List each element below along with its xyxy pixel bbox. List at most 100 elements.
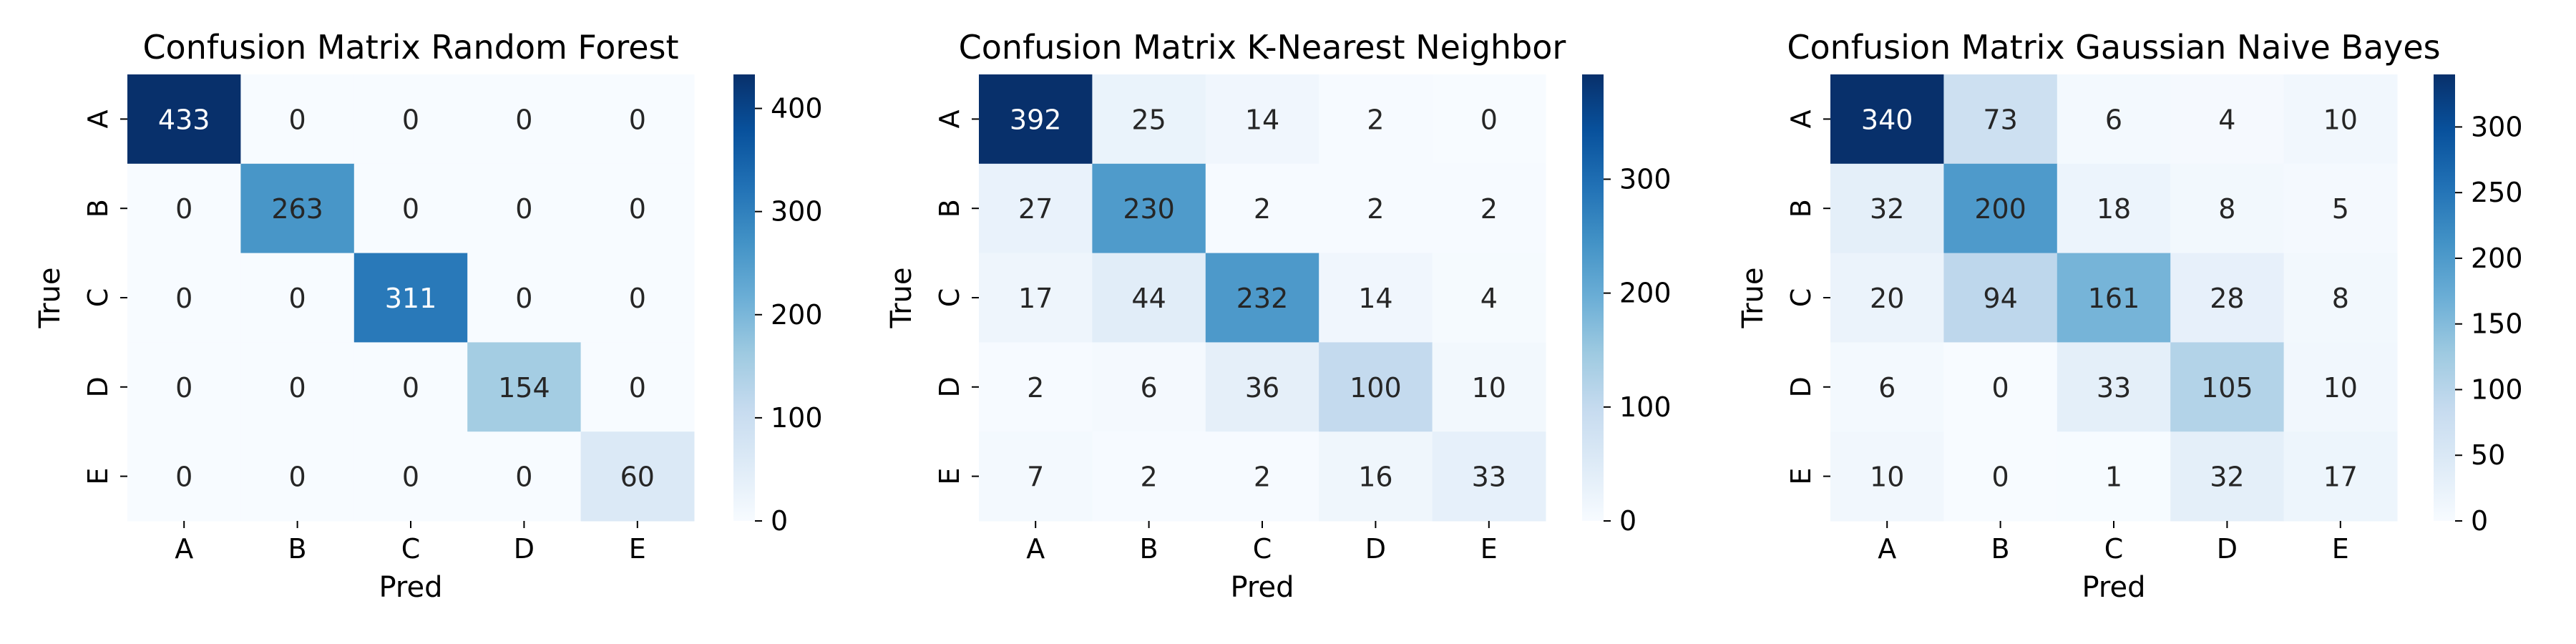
- heatmap-cell: [1943, 253, 2058, 343]
- y-tick-label: A: [1785, 109, 1817, 128]
- x-tick-label: C: [2104, 533, 2124, 565]
- heatmap-cell: [1432, 253, 1546, 343]
- heatmap-cell: [353, 431, 468, 522]
- y-axis-label: True: [885, 268, 918, 329]
- colorbar-tick-label: 100: [1619, 391, 1672, 423]
- x-tick-label: B: [288, 533, 307, 565]
- cell-value-label: 0: [175, 372, 192, 404]
- chart-title: Confusion Matrix K-Nearest Neighbor: [959, 28, 1566, 67]
- heatmap-cell: [1205, 253, 1319, 343]
- cell-value-label: 14: [1245, 104, 1279, 135]
- cell-value-label: 0: [289, 283, 306, 314]
- heatmap-cell: [2170, 253, 2285, 343]
- cell-value-label: 18: [2097, 193, 2131, 225]
- cell-value-label: 0: [289, 372, 306, 404]
- colorbar-tick-label: 50: [2471, 439, 2505, 471]
- chart-title: Confusion Matrix Gaussian Naive Bayes: [1787, 28, 2440, 67]
- cell-value-label: 0: [629, 193, 646, 225]
- y-tick-label: C: [82, 288, 114, 308]
- y-tick-label: C: [1785, 288, 1817, 308]
- cell-value-label: 2: [1254, 193, 1271, 225]
- heatmap-panel-3: Confusion Matrix Gaussian Naive Bayes 340…: [1737, 28, 2523, 604]
- cell-value-label: 0: [175, 283, 192, 314]
- cell-value-label: 6: [1878, 372, 1896, 404]
- y-tick-label: B: [1785, 199, 1817, 218]
- colorbar-tick-label: 300: [1619, 163, 1672, 195]
- cell-value-label: 27: [1018, 193, 1053, 225]
- y-tick-label: B: [934, 199, 965, 218]
- cell-value-label: 73: [1983, 104, 2017, 135]
- heatmap-cell: [127, 342, 241, 432]
- cell-value-label: 2: [1367, 104, 1384, 135]
- heatmap-cell: [240, 74, 355, 165]
- colorbar-tick-label: 100: [771, 402, 823, 434]
- heatmap-cell: [2170, 431, 2285, 522]
- y-tick-label: E: [934, 468, 965, 485]
- x-tick-label: A: [1878, 533, 1896, 565]
- heatmap-cell: [1205, 342, 1319, 432]
- cell-value-label: 0: [175, 462, 192, 493]
- colorbar: [1582, 74, 1604, 521]
- heatmap-cell: [1319, 342, 1433, 432]
- heatmap-cell: [353, 74, 468, 165]
- cell-value-label: 0: [289, 104, 306, 135]
- heatmap-cell: [127, 163, 241, 254]
- y-tick-label: D: [934, 376, 965, 397]
- y-tick-label: E: [82, 468, 114, 485]
- colorbar-tick-label: 250: [2471, 177, 2523, 208]
- cell-value-label: 6: [1141, 372, 1158, 404]
- cell-value-label: 8: [2332, 283, 2349, 314]
- heatmap-cell: [240, 431, 355, 522]
- x-tick-label: B: [1991, 533, 2010, 565]
- heatmap-cell: [2057, 163, 2171, 254]
- heatmap-cell: [353, 163, 468, 254]
- cell-value-label: 0: [629, 372, 646, 404]
- cell-value-label: 6: [2105, 104, 2122, 135]
- heatmap-cell: [1432, 163, 1546, 254]
- cell-value-label: 311: [385, 283, 437, 314]
- heatmap-cell: [979, 431, 1093, 522]
- cell-value-label: 0: [515, 462, 532, 493]
- cell-value-label: 2: [1480, 193, 1498, 225]
- x-tick-label: E: [1480, 533, 1498, 565]
- heatmap-cell: [1092, 253, 1206, 343]
- cell-value-label: 0: [402, 462, 419, 493]
- heatmap-cell: [2170, 74, 2285, 165]
- colorbar-tick-label: 0: [771, 505, 788, 537]
- cell-value-label: 1: [2105, 462, 2122, 493]
- heatmap-panel-1: Confusion Matrix Random Forest 433 0 0 0 0 0 26…: [34, 28, 823, 604]
- heatmap-cell: [1830, 163, 1944, 254]
- y-tick-label: B: [82, 199, 114, 218]
- y-tick-label: A: [934, 109, 965, 128]
- heatmap-cell: [979, 253, 1093, 343]
- y-tick-label: E: [1785, 468, 1817, 485]
- heatmap-cell: [2057, 253, 2171, 343]
- heatmap-cell: [1092, 163, 1206, 254]
- cell-value-label: 44: [1131, 283, 1166, 314]
- cell-value-label: 14: [1358, 283, 1392, 314]
- chart-title: Confusion Matrix Random Forest: [142, 28, 678, 67]
- x-tick-label: A: [1026, 533, 1045, 565]
- heatmap-cell: [467, 74, 582, 165]
- cell-value-label: 10: [1472, 372, 1506, 404]
- heatmap-cell: [1092, 431, 1206, 522]
- heatmap-cell: [1432, 431, 1546, 522]
- heatmap-cell: [467, 253, 582, 343]
- heatmap-cell: [127, 74, 241, 165]
- heatmap-cell: [580, 342, 695, 432]
- cell-value-label: 2: [1367, 193, 1384, 225]
- cell-value-label: 94: [1983, 283, 2017, 314]
- y-tick-label: A: [82, 109, 114, 128]
- cell-value-label: 0: [515, 193, 532, 225]
- heatmap-cell: [2283, 342, 2398, 432]
- heatmap-cell: [580, 431, 695, 522]
- heatmap-cell: [1943, 163, 2058, 254]
- cell-value-label: 161: [2088, 283, 2140, 314]
- colorbar: [2434, 74, 2455, 521]
- y-tick-label: D: [82, 376, 114, 397]
- cell-value-label: 0: [629, 283, 646, 314]
- cell-value-label: 0: [289, 462, 306, 493]
- cell-value-label: 154: [498, 372, 550, 404]
- heatmap-cell: [353, 253, 468, 343]
- heatmap-cell: [979, 74, 1093, 165]
